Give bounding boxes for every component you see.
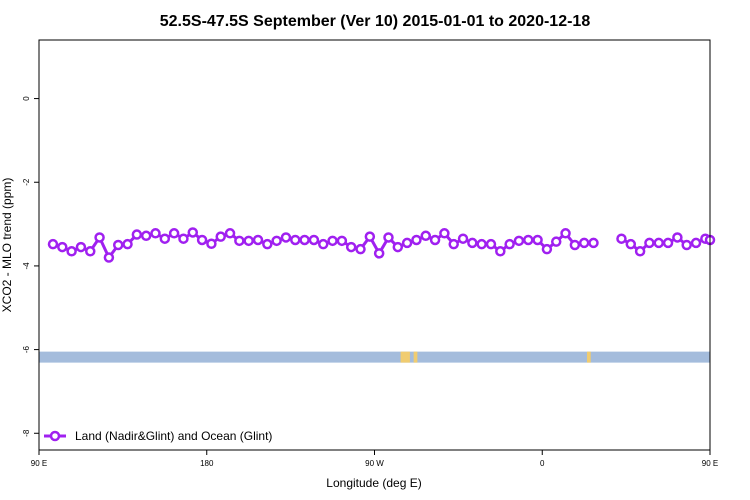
data-point <box>206 238 217 249</box>
data-point <box>541 243 553 255</box>
data-point <box>513 235 525 247</box>
land-strip-segment <box>586 351 591 363</box>
data-point <box>467 237 478 249</box>
x-tick-label: 0 <box>540 459 545 468</box>
ocean-strip <box>39 351 710 363</box>
data-point <box>178 233 189 244</box>
y-tick-label: -6 <box>22 345 31 353</box>
data-point <box>625 238 637 250</box>
data-point <box>373 248 385 259</box>
data-point <box>345 241 357 253</box>
x-tick-label: 180 <box>200 459 214 468</box>
x-tick-label: 90 W <box>365 459 384 468</box>
data-point <box>224 228 236 239</box>
data-point <box>262 238 273 250</box>
legend: Land (Nadir&Glint) and Ocean (Glint) <box>44 429 272 443</box>
data-point <box>317 238 329 250</box>
data-point <box>672 232 683 243</box>
data-point <box>401 237 413 249</box>
x-axis: 90 E 180 90 W 0 90 E <box>31 450 718 468</box>
data-point <box>653 237 664 249</box>
data-point <box>550 236 562 247</box>
data-point <box>103 252 115 263</box>
data-point <box>634 246 646 257</box>
data-point <box>66 246 77 257</box>
data-point <box>308 234 320 246</box>
data-point <box>588 237 599 249</box>
data-point <box>560 228 571 239</box>
data-point <box>75 241 87 253</box>
data-point <box>392 241 404 253</box>
data-point <box>57 241 68 253</box>
data-point <box>532 234 543 246</box>
data-point <box>578 237 590 249</box>
data-point <box>439 228 450 239</box>
data-point <box>252 234 264 246</box>
data-point <box>662 237 674 249</box>
data-point <box>327 235 338 247</box>
data-point <box>131 229 143 240</box>
data-point <box>569 239 581 251</box>
data-point <box>94 232 105 243</box>
data-point <box>122 238 133 250</box>
data-point <box>420 230 432 242</box>
data-point <box>523 234 534 246</box>
data-point <box>243 235 254 247</box>
y-tick-label: 0 <box>22 96 31 101</box>
data-point <box>150 228 161 239</box>
data-point <box>690 237 702 249</box>
x-axis-label: Longitude (deg E) <box>326 476 421 490</box>
land-strip-segment <box>400 351 410 363</box>
data-point <box>485 238 497 250</box>
chart-title: 52.5S-47.5S September (Ver 10) 2015-01-0… <box>160 13 591 30</box>
data-point <box>616 233 627 244</box>
data-point <box>448 238 459 250</box>
data-point <box>457 233 469 244</box>
data-point <box>168 228 180 239</box>
data-point <box>112 239 124 251</box>
y-tick-label: -8 <box>22 429 31 437</box>
data-point <box>85 246 96 257</box>
data-point <box>364 231 376 242</box>
data-point <box>280 232 292 243</box>
data-point <box>196 234 208 246</box>
land-strip-segment <box>413 351 418 363</box>
y-axis: 0 -2 -4 -6 -8 <box>22 96 39 437</box>
data-point <box>411 234 422 246</box>
data-point <box>383 232 394 243</box>
data-point <box>271 235 282 247</box>
data-point <box>234 235 245 247</box>
data-point <box>429 234 441 246</box>
x-tick-label: 90 E <box>31 459 47 468</box>
legend-marker-swatch <box>49 430 61 442</box>
legend-label: Land (Nadir&Glint) and Ocean (Glint) <box>75 429 272 443</box>
data-point <box>476 238 487 250</box>
data-point <box>47 238 59 250</box>
data-point <box>504 238 515 250</box>
data-point <box>159 233 171 244</box>
data-point <box>681 239 692 251</box>
y-axis-label: XCO2 - MLO trend (ppm) <box>0 178 14 313</box>
data-point <box>644 237 655 249</box>
y-tick-label: -2 <box>22 178 31 186</box>
data-point <box>215 231 226 242</box>
data-point <box>187 227 199 238</box>
data-point <box>299 234 310 246</box>
y-tick-label: -4 <box>22 262 31 270</box>
x-tick-label: 90 E <box>702 459 718 468</box>
data-point <box>140 230 152 242</box>
plot-area <box>39 227 716 363</box>
data-point <box>336 235 348 247</box>
data-point <box>290 234 301 246</box>
data-point <box>355 243 366 255</box>
data-point <box>495 246 506 257</box>
